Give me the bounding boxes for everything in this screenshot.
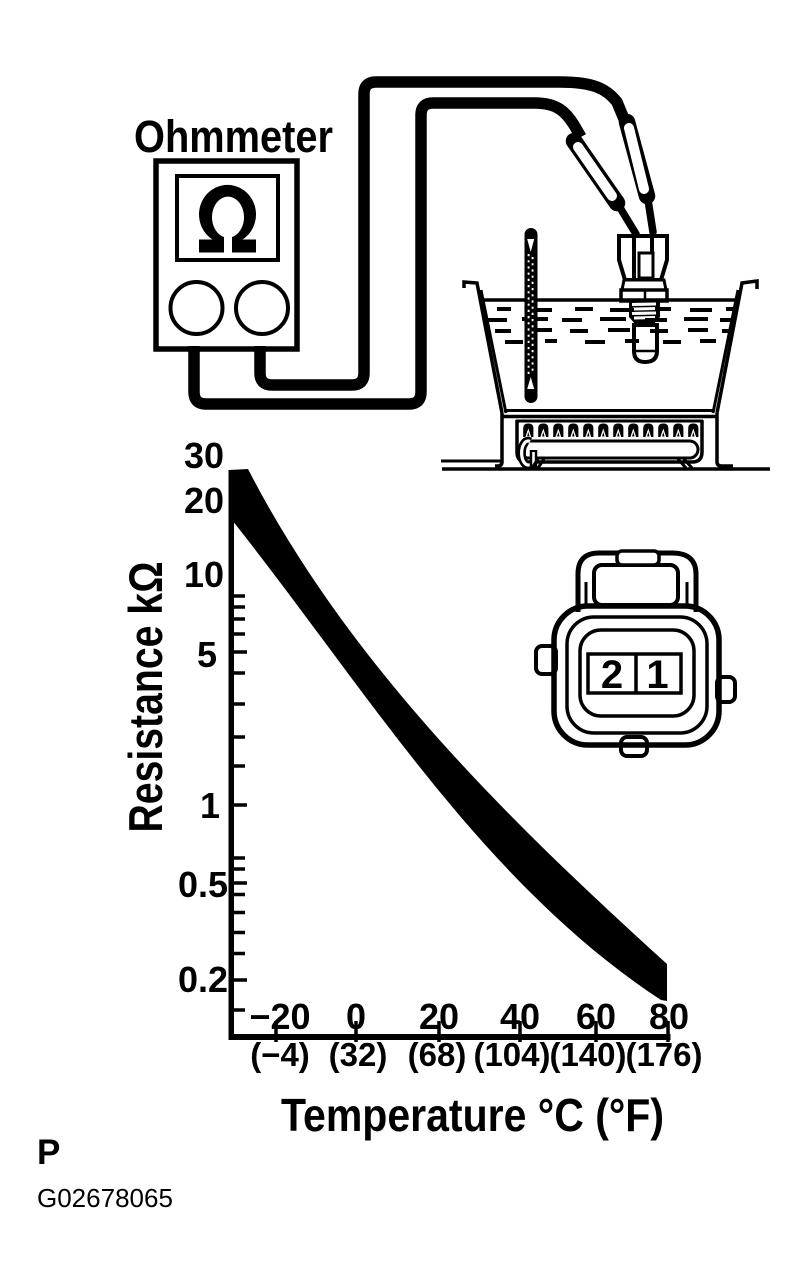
svg-text:0: 0 [346,996,366,1037]
svg-text:0.2: 0.2 [178,959,228,1000]
svg-text:(−4): (−4) [250,1036,310,1073]
svg-text:0.5: 0.5 [178,864,228,905]
svg-text:(104): (104) [473,1036,550,1073]
svg-text:60: 60 [576,996,616,1037]
svg-text:1: 1 [646,653,668,697]
svg-text:1: 1 [200,785,220,826]
svg-text:(32): (32) [329,1036,388,1073]
svg-text:(140): (140) [549,1036,626,1073]
svg-text:10: 10 [184,554,224,595]
svg-text:P: P [37,1133,60,1172]
svg-text:−20: −20 [249,996,310,1037]
svg-text:Ohmmeter: Ohmmeter [134,111,333,162]
svg-text:(68): (68) [408,1036,467,1073]
svg-text:(176): (176) [625,1036,702,1073]
svg-text:80: 80 [649,996,689,1037]
svg-text:40: 40 [500,996,540,1037]
svg-text:20: 20 [184,480,224,521]
svg-text:2: 2 [601,653,623,697]
svg-text:Resistance kΩ: Resistance kΩ [119,562,172,833]
svg-text:30: 30 [184,435,224,476]
svg-text:G02678065: G02678065 [37,1183,173,1213]
svg-text:20: 20 [419,996,459,1037]
svg-text:Temperature °C (°F): Temperature °C (°F) [281,1089,664,1141]
svg-text:5: 5 [197,634,217,675]
